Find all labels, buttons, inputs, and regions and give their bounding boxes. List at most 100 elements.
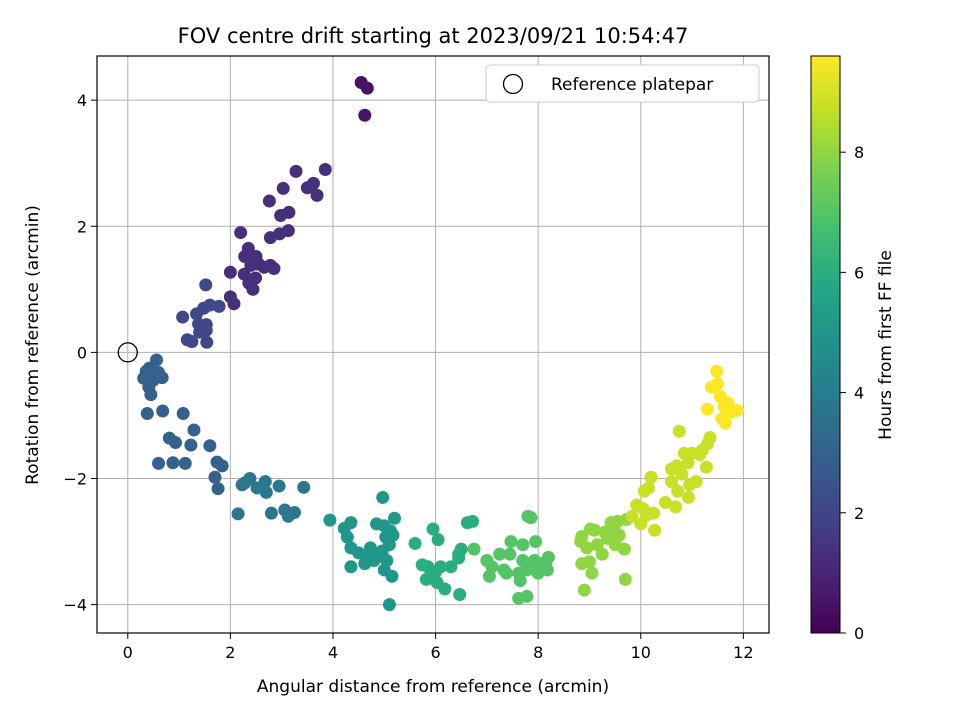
data-point — [358, 557, 372, 571]
data-point — [595, 547, 609, 561]
data-point — [703, 431, 717, 445]
legend-label: Reference platepar — [551, 75, 713, 95]
data-point — [721, 396, 735, 410]
data-point — [289, 164, 303, 178]
data-point — [211, 482, 225, 496]
data-point — [176, 310, 190, 324]
data-point — [267, 262, 281, 276]
data-point — [618, 572, 632, 586]
data-point — [672, 424, 686, 438]
data-point — [227, 297, 241, 311]
plot-frame — [96, 55, 770, 634]
reference-marker — [117, 342, 138, 363]
data-point — [185, 335, 199, 349]
data-point — [647, 506, 661, 520]
data-point — [453, 588, 467, 602]
data-point — [300, 181, 314, 195]
data-point — [318, 163, 332, 177]
data-point — [711, 377, 725, 391]
data-point — [452, 551, 466, 565]
data-point — [168, 436, 182, 450]
data-point — [140, 407, 154, 421]
data-point — [710, 364, 724, 378]
colorbar: 0 2 4 6 8 Hours from first FF file — [810, 55, 896, 643]
data-point — [625, 509, 639, 523]
data-point — [641, 481, 655, 495]
colorbar-tick-label: 4 — [854, 384, 864, 403]
data-point — [358, 108, 372, 122]
y-axis-ticks: −4 −2 0 2 4 — [63, 91, 97, 615]
legend: Reference platepar — [485, 64, 760, 103]
data-point — [516, 538, 530, 552]
data-point — [675, 467, 689, 481]
data-point — [208, 470, 222, 484]
data-point — [190, 307, 204, 321]
data-point — [144, 388, 158, 402]
data-point — [504, 535, 518, 549]
data-point — [257, 260, 271, 274]
data-point — [203, 439, 217, 453]
data-point — [310, 188, 324, 202]
data-point — [178, 456, 192, 470]
data-point — [529, 535, 543, 549]
data-point — [287, 506, 301, 520]
data-point — [166, 456, 180, 470]
data-point — [493, 547, 507, 561]
data-point — [187, 423, 201, 437]
data-point — [648, 523, 662, 537]
data-point — [580, 541, 594, 555]
data-point — [700, 402, 714, 416]
data-point — [274, 209, 288, 223]
data-point — [644, 470, 658, 484]
data-point — [612, 528, 626, 542]
y-axis-label: Rotation from reference (arcmin) — [23, 205, 43, 485]
data-point — [617, 542, 631, 556]
colorbar-tick-label: 0 — [854, 624, 864, 643]
x-axis-ticks: 0 2 4 6 8 10 12 — [123, 633, 754, 662]
data-point — [176, 407, 190, 421]
data-point — [665, 475, 679, 489]
data-point — [156, 404, 170, 418]
data-point — [344, 560, 358, 574]
y-tick-label: −2 — [63, 470, 87, 489]
data-point — [360, 81, 374, 95]
x-tick-label: 0 — [123, 643, 133, 662]
data-point — [272, 479, 286, 493]
data-point — [193, 325, 207, 339]
colorbar-label: Hours from first FF file — [876, 250, 896, 440]
data-point — [231, 507, 245, 521]
data-point — [155, 371, 169, 385]
grid-lines — [97, 56, 769, 633]
data-point — [199, 278, 213, 292]
data-point — [244, 258, 258, 272]
y-tick-label: 0 — [77, 343, 87, 362]
data-point — [520, 563, 534, 577]
data-point — [276, 181, 290, 195]
data-point — [262, 194, 276, 208]
x-tick-label: 4 — [328, 643, 338, 662]
data-point — [344, 516, 358, 530]
x-axis-label: Angular distance from reference (arcmin) — [257, 677, 609, 697]
data-point — [730, 403, 744, 417]
data-point — [323, 513, 337, 527]
data-point — [482, 569, 496, 583]
data-point — [671, 484, 685, 498]
data-point — [465, 514, 479, 528]
data-point — [682, 478, 696, 492]
data-point — [467, 542, 481, 556]
data-point — [264, 506, 278, 520]
x-tick-label: 8 — [533, 643, 543, 662]
colorbar-ticks: 0 2 4 6 8 — [840, 143, 864, 643]
data-point — [184, 438, 198, 452]
data-point — [382, 598, 396, 612]
data-point — [577, 583, 591, 597]
data-point — [388, 511, 402, 525]
data-point — [152, 456, 166, 470]
data-point — [385, 569, 399, 583]
data-point — [588, 523, 602, 537]
data-point — [669, 500, 683, 514]
data-point — [223, 265, 237, 279]
data-point — [376, 490, 390, 504]
y-tick-label: 2 — [77, 217, 87, 236]
data-point — [426, 522, 440, 536]
